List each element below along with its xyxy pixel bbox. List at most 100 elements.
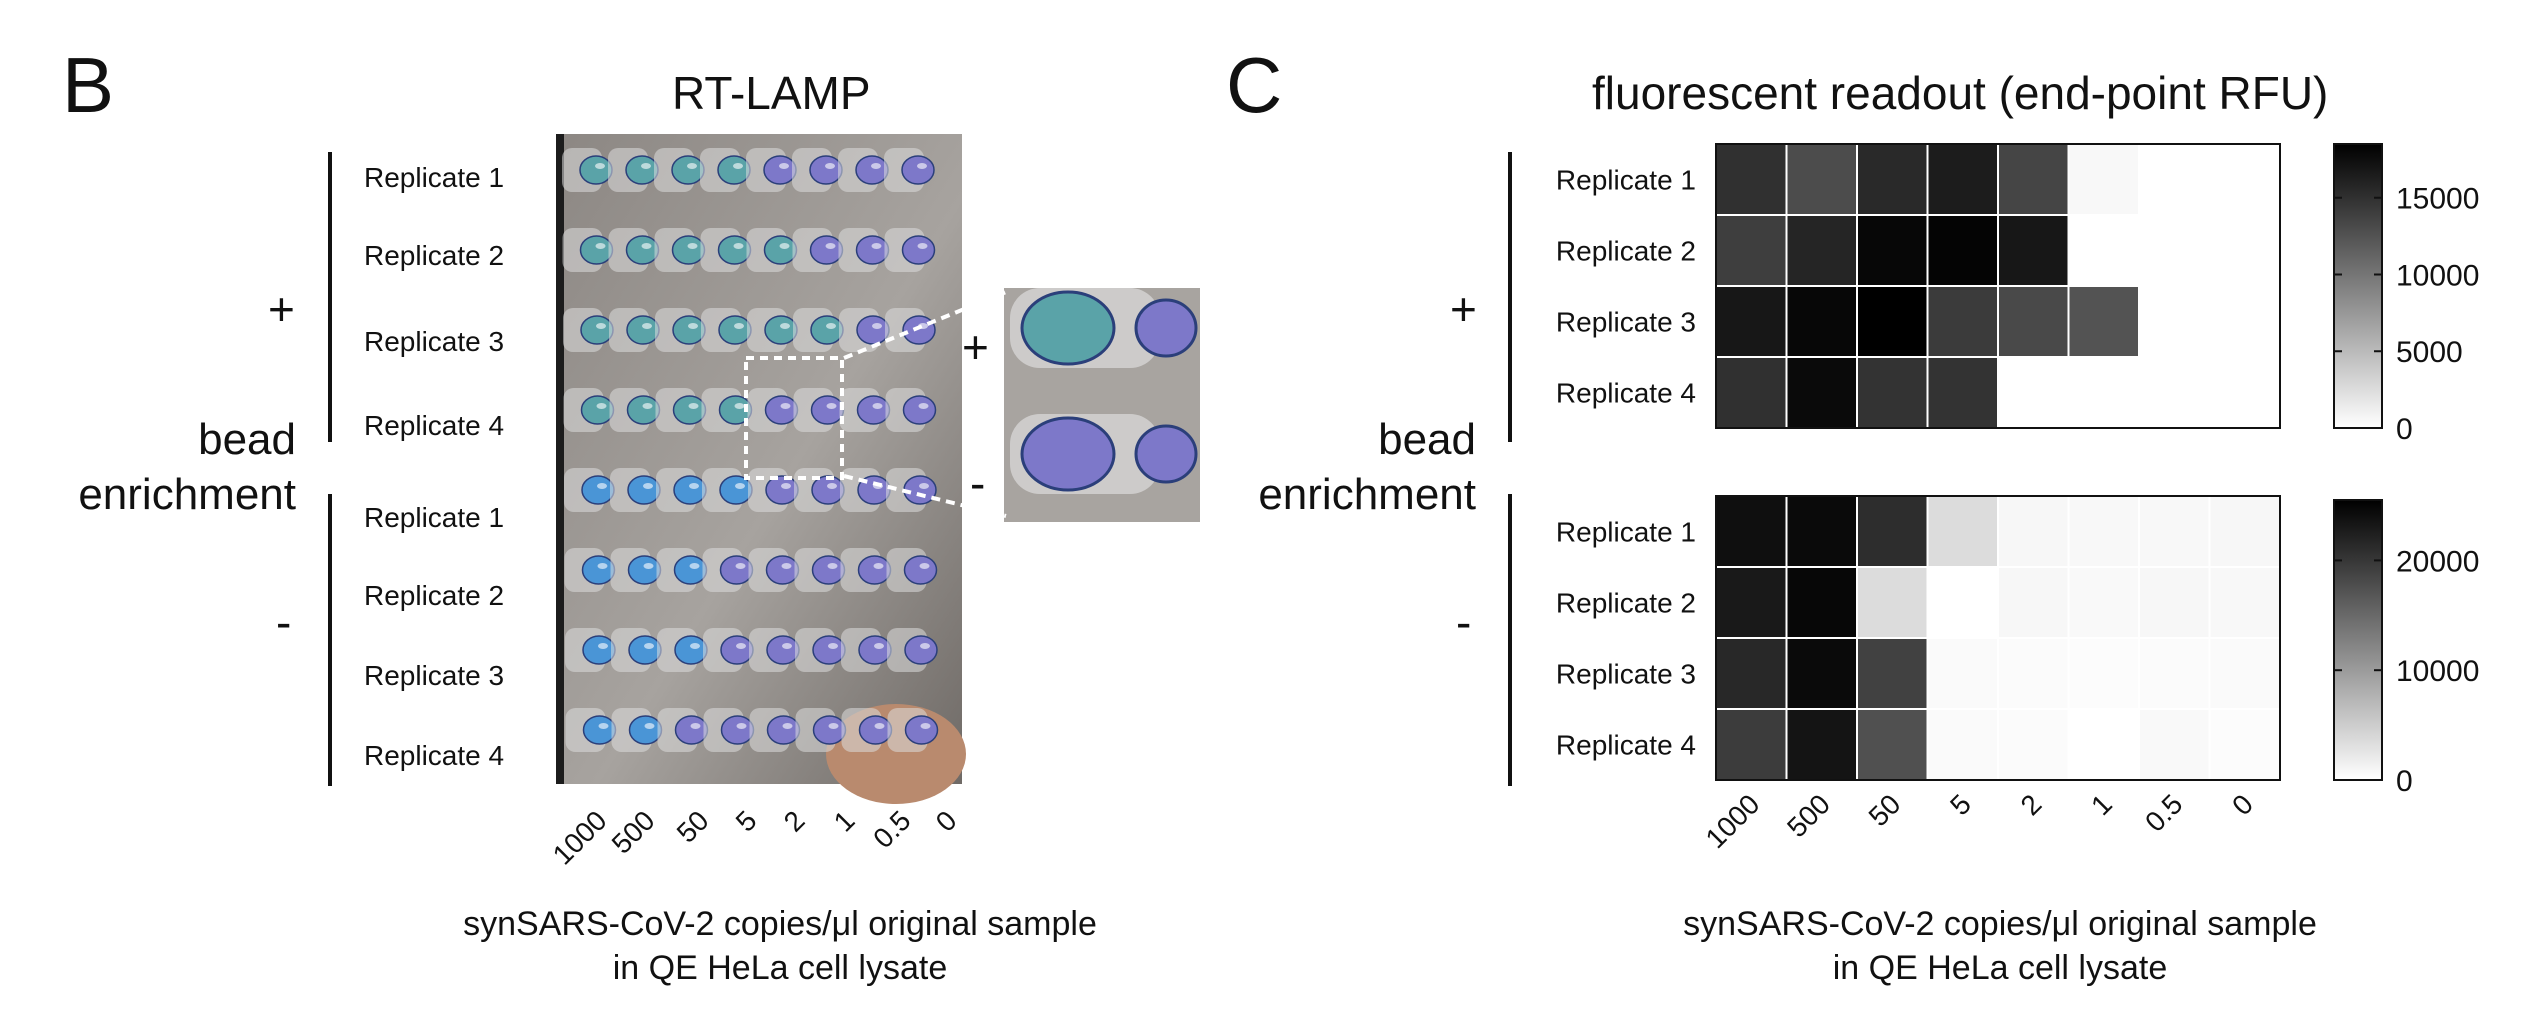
heatmap-cell [1785, 356, 1858, 429]
tube [564, 548, 616, 592]
heatmap-cell [1856, 708, 1929, 781]
tube [609, 388, 661, 432]
tube [886, 548, 938, 592]
colorbar [2333, 499, 2383, 781]
group-label-line1: bead [1378, 415, 1476, 464]
heatmap-cell [1715, 708, 1788, 781]
panel-c-x-tick-label: 2 [2015, 788, 2048, 821]
heatmap-cell [1785, 214, 1858, 287]
tube [793, 308, 844, 352]
heatmap-cell [1926, 285, 1999, 358]
tube [749, 708, 801, 752]
inset-tube-liquid [1020, 290, 1116, 366]
heatmap-cell [1785, 285, 1858, 358]
heatmap-cell [1715, 495, 1788, 568]
tube [608, 148, 659, 192]
heatmap-cell [1926, 214, 1999, 287]
tube [747, 388, 799, 432]
heatmap-cell [1785, 495, 1858, 568]
heatmap-cell [1715, 285, 1788, 358]
heatmap-cell [2067, 214, 2140, 287]
heatmap-cell [2138, 285, 2211, 358]
inset-minus-sign: - [970, 457, 986, 509]
heatmap-row-label: Replicate 2 [1556, 236, 1696, 267]
panel-c-group-label: bead enrichment [1220, 412, 1476, 522]
heatmap-cell [1926, 143, 1999, 216]
panel-b-replicate-label: Replicate 2 [364, 240, 505, 271]
tube [746, 148, 797, 192]
panel-b-minus-bracket [328, 494, 332, 786]
heatmap-cell [1997, 285, 2070, 358]
heatmap-cell [1856, 214, 1929, 287]
panel-c-letter: C [1226, 41, 1283, 129]
tube [839, 388, 891, 432]
tube [794, 468, 845, 512]
heatmap-cell [1926, 566, 1999, 639]
tube [887, 708, 939, 752]
heatmap-cell [1997, 637, 2070, 710]
panel-b-xlabel: synSARS-CoV-2 copies/μl original sample … [380, 902, 1180, 990]
heatmap-cell [1926, 356, 1999, 429]
heatmap-cell [1715, 637, 1788, 710]
panel-b-replicate-label: Replicate 4 [364, 410, 505, 441]
tube [700, 148, 751, 192]
tube [611, 708, 663, 752]
heatmap-cell [1715, 143, 1788, 216]
panel-b-replicate-label: Replicate 3 [364, 326, 505, 357]
tube [655, 308, 706, 352]
heatmap-cell [2138, 637, 2211, 710]
heatmap-cell [2208, 214, 2281, 287]
tube [656, 468, 707, 512]
panel-b-group-label: bead enrichment [40, 412, 296, 522]
panel-c-x-tick-label: 500 [1781, 788, 1836, 843]
tube [701, 388, 753, 432]
tube [794, 548, 846, 592]
heatmap-cell [1997, 495, 2070, 568]
heatmap-cell [2208, 637, 2281, 710]
heatmap-cell [2067, 495, 2140, 568]
tube [838, 148, 889, 192]
heatmap-frame [1715, 143, 2281, 429]
heatmap-cell [1856, 495, 1929, 568]
heatmap-cell [2138, 708, 2211, 781]
colorbar-tick-label: 20000 [2396, 545, 2479, 578]
heatmap-row-label: Replicate 4 [1556, 378, 1696, 409]
heatmap-cell [2138, 495, 2211, 568]
panel-c-x-tick-label: 1000 [1700, 788, 1766, 854]
heatmap-cell [2208, 356, 2281, 429]
heatmap-row-label: Replicate 4 [1556, 730, 1696, 761]
heatmap-cell [1785, 708, 1858, 781]
panel-c-minus-bracket [1508, 494, 1512, 786]
panel-c-x-tick-label: 0.5 [2139, 788, 2188, 837]
tube [610, 548, 662, 592]
panel-b-letter: B [62, 41, 115, 129]
heatmap-cell [1926, 495, 1999, 568]
inset-tube-liquid [1020, 416, 1116, 492]
panel-b-replicate-label: Replicate 3 [364, 660, 505, 691]
heatmap-cell [2208, 495, 2281, 568]
zoom-connector-lines [843, 290, 1007, 518]
panel-c-plus-bracket [1508, 152, 1512, 442]
tube [702, 468, 753, 512]
heatmap-row-label: Replicate 3 [1556, 659, 1696, 690]
heatmap-row-label: Replicate 1 [1556, 165, 1696, 196]
heatmap-cell [1856, 566, 1929, 639]
heatmap-cell [2208, 566, 2281, 639]
tube [841, 628, 892, 672]
heatmap-cell [2208, 143, 2281, 216]
tube [793, 388, 845, 432]
colorbar-tick-label: 5000 [2396, 336, 2463, 369]
panel-c-xlabel-line1: synSARS-CoV-2 copies/μl original sample [1683, 905, 2317, 943]
panel-b-minus-sign: - [276, 596, 292, 648]
colorbar [2333, 143, 2383, 429]
tube [562, 148, 613, 192]
tube [703, 708, 755, 752]
inset-tube-liquid [1134, 298, 1198, 358]
tube [887, 628, 938, 672]
heatmap-cell [2138, 566, 2211, 639]
tube [564, 468, 615, 512]
tube [609, 308, 660, 352]
tube [885, 308, 936, 352]
heatmap-cell [1997, 356, 2070, 429]
inset-plus-sign: + [962, 321, 989, 373]
